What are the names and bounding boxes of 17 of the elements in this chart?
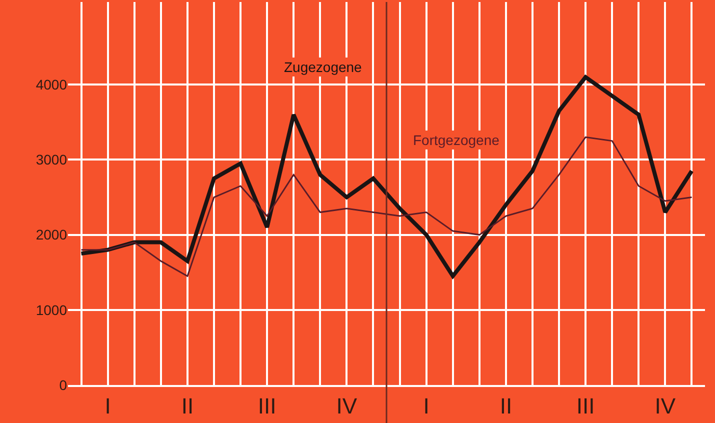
y-tick-label: 3000 xyxy=(36,152,68,168)
line-series xyxy=(80,136,692,277)
line-series xyxy=(79,75,694,278)
x-tick-label: III xyxy=(576,393,595,418)
y-tick-label: 0 xyxy=(59,376,68,393)
text: Fortgezogene xyxy=(413,132,500,148)
x-tick-label: III xyxy=(258,393,276,418)
x-tick-label: I xyxy=(423,393,430,418)
y-tick-label: 4000 xyxy=(36,76,68,93)
x-tick-label: IV xyxy=(654,393,676,418)
x-tick-label: II xyxy=(181,393,194,418)
x-tick-label: II xyxy=(500,393,512,418)
y-tick-label: 2000 xyxy=(36,226,68,243)
y-tick-label: 1000 xyxy=(36,302,68,318)
text: Zugezogene xyxy=(284,59,362,75)
x-tick-label: IV xyxy=(336,393,358,418)
x-tick-label: I xyxy=(104,393,111,418)
